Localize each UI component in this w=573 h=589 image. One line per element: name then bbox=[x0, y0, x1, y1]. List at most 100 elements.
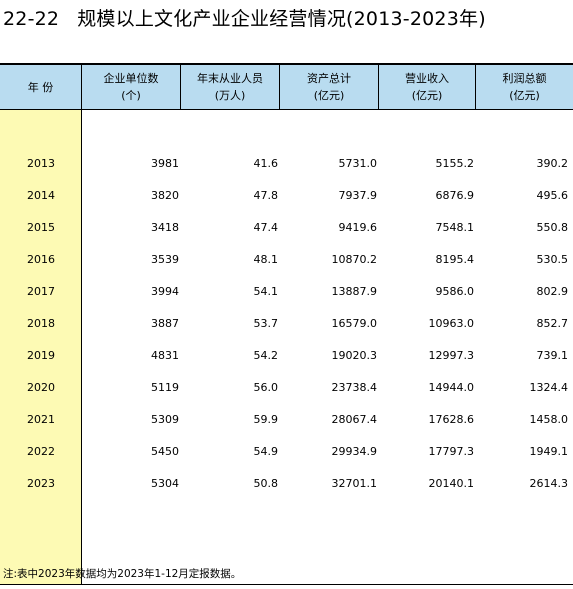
cell-assets: 10870.2 bbox=[331, 252, 378, 266]
header-assets: 资产总计 (亿元) bbox=[280, 65, 379, 109]
table-header: 年 份 企业单位数 (个) 年末从业人员 (万人) 资产总计 (亿元) 营业收入… bbox=[0, 65, 573, 110]
cell-revenue: 20140.1 bbox=[428, 476, 475, 490]
header-employees: 年末从业人员 (万人) bbox=[181, 65, 280, 109]
table-row: 2018 3887 53.7 16579.0 10963.0 852.7 bbox=[0, 307, 573, 339]
cell-employees: 50.8 bbox=[253, 476, 279, 490]
cell-year: 2023 bbox=[27, 476, 55, 490]
cell-employees: 54.1 bbox=[253, 284, 279, 298]
cell-employees: 59.9 bbox=[253, 412, 279, 426]
cell-profit: 802.9 bbox=[536, 284, 569, 298]
cell-revenue: 17628.6 bbox=[428, 412, 475, 426]
cell-employees: 53.7 bbox=[253, 316, 279, 330]
header-enterprises-label: 企业单位数 bbox=[103, 72, 159, 85]
cell-revenue: 8195.4 bbox=[435, 252, 475, 266]
cell-assets: 16579.0 bbox=[331, 316, 378, 330]
cell-assets: 28067.4 bbox=[331, 412, 378, 426]
cell-enterprises: 3887 bbox=[151, 316, 179, 330]
cell-revenue: 6876.9 bbox=[435, 188, 475, 202]
cell-year: 2013 bbox=[27, 156, 55, 170]
cell-assets: 7937.9 bbox=[338, 188, 378, 202]
table-top-rule bbox=[0, 63, 573, 65]
header-revenue-unit: (亿元) bbox=[411, 89, 443, 102]
table-row: 2017 3994 54.1 13887.9 9586.0 802.9 bbox=[0, 275, 573, 307]
cell-enterprises: 5304 bbox=[151, 476, 179, 490]
cell-assets: 23738.4 bbox=[331, 380, 378, 394]
year-column-background bbox=[0, 110, 82, 584]
footnote: 注:表中2023年数据均为2023年1-12月定报数据。 bbox=[3, 568, 242, 580]
header-profit-label: 利润总额 bbox=[502, 72, 547, 85]
cell-assets: 19020.3 bbox=[331, 348, 378, 362]
cell-year: 2014 bbox=[27, 188, 55, 202]
table-row: 2020 5119 56.0 23738.4 14944.0 1324.4 bbox=[0, 371, 573, 403]
page-title: 22-22 规模以上文化产业企业经营情况(2013-2023年) bbox=[3, 7, 486, 31]
cell-assets: 32701.1 bbox=[331, 476, 378, 490]
cell-enterprises: 3418 bbox=[151, 220, 179, 234]
cell-enterprises: 3539 bbox=[151, 252, 179, 266]
cell-revenue: 12997.3 bbox=[428, 348, 475, 362]
cell-enterprises: 4831 bbox=[151, 348, 179, 362]
cell-profit: 1458.0 bbox=[529, 412, 569, 426]
cell-year: 2020 bbox=[27, 380, 55, 394]
cell-employees: 54.2 bbox=[253, 348, 279, 362]
header-year: 年 份 bbox=[0, 65, 82, 109]
cell-profit: 495.6 bbox=[536, 188, 569, 202]
table-row: 2021 5309 59.9 28067.4 17628.6 1458.0 bbox=[0, 403, 573, 435]
table-title: 规模以上文化产业企业经营情况(2013-2023年) bbox=[77, 8, 486, 30]
cell-revenue: 7548.1 bbox=[435, 220, 475, 234]
table-row: 2013 3981 41.6 5731.0 5155.2 390.2 bbox=[0, 147, 573, 179]
cell-employees: 47.8 bbox=[253, 188, 279, 202]
cell-revenue: 5155.2 bbox=[435, 156, 475, 170]
cell-enterprises: 3981 bbox=[151, 156, 179, 170]
table-row: 2023 5304 50.8 32701.1 20140.1 2614.3 bbox=[0, 467, 573, 499]
cell-revenue: 17797.3 bbox=[428, 444, 475, 458]
header-profit-unit: (亿元) bbox=[509, 89, 540, 102]
header-assets-label: 资产总计 bbox=[307, 72, 351, 85]
cell-year: 2016 bbox=[27, 252, 55, 266]
cell-year: 2015 bbox=[27, 220, 55, 234]
header-year-label: 年 份 bbox=[27, 80, 54, 94]
cell-employees: 41.6 bbox=[253, 156, 279, 170]
cell-revenue: 14944.0 bbox=[428, 380, 475, 394]
cell-profit: 739.1 bbox=[536, 348, 569, 362]
cell-year: 2018 bbox=[27, 316, 55, 330]
cell-year: 2022 bbox=[27, 444, 55, 458]
table-row: 2016 3539 48.1 10870.2 8195.4 530.5 bbox=[0, 243, 573, 275]
cell-year: 2017 bbox=[27, 284, 55, 298]
table-row: 2019 4831 54.2 19020.3 12997.3 739.1 bbox=[0, 339, 573, 371]
cell-profit: 390.2 bbox=[536, 156, 569, 170]
cell-revenue: 9586.0 bbox=[435, 284, 475, 298]
cell-profit: 1949.1 bbox=[529, 444, 569, 458]
cell-enterprises: 5309 bbox=[151, 412, 179, 426]
cell-assets: 29934.9 bbox=[331, 444, 378, 458]
header-revenue: 营业收入 (亿元) bbox=[379, 65, 476, 109]
table-body: 2013 3981 41.6 5731.0 5155.2 390.2 2014 3820 47.… bbox=[0, 147, 573, 499]
cell-revenue: 10963.0 bbox=[428, 316, 475, 330]
table-number: 22-22 bbox=[3, 8, 60, 30]
header-revenue-label: 营业收入 bbox=[405, 72, 449, 85]
cell-profit: 2614.3 bbox=[529, 476, 569, 490]
cell-employees: 48.1 bbox=[253, 252, 279, 266]
cell-assets: 9419.6 bbox=[338, 220, 378, 234]
header-enterprises-unit: (个) bbox=[121, 89, 141, 102]
table-bottom-rule bbox=[0, 584, 573, 585]
cell-assets: 13887.9 bbox=[331, 284, 378, 298]
cell-profit: 852.7 bbox=[536, 316, 569, 330]
cell-employees: 47.4 bbox=[253, 220, 279, 234]
cell-profit: 550.8 bbox=[536, 220, 569, 234]
cell-employees: 56.0 bbox=[253, 380, 279, 394]
header-profit: 利润总额 (亿元) bbox=[476, 65, 573, 109]
header-employees-label: 年末从业人员 bbox=[197, 72, 263, 85]
cell-year: 2021 bbox=[27, 412, 55, 426]
table-row: 2015 3418 47.4 9419.6 7548.1 550.8 bbox=[0, 211, 573, 243]
cell-employees: 54.9 bbox=[253, 444, 279, 458]
cell-profit: 1324.4 bbox=[529, 380, 569, 394]
header-employees-unit: (万人) bbox=[214, 89, 246, 102]
header-assets-unit: (亿元) bbox=[313, 89, 345, 102]
cell-profit: 530.5 bbox=[536, 252, 569, 266]
header-enterprises: 企业单位数 (个) bbox=[82, 65, 181, 109]
cell-enterprises: 5119 bbox=[151, 380, 179, 394]
cell-enterprises: 3994 bbox=[151, 284, 179, 298]
cell-year: 2019 bbox=[27, 348, 55, 362]
cell-enterprises: 3820 bbox=[151, 188, 179, 202]
cell-enterprises: 5450 bbox=[151, 444, 179, 458]
